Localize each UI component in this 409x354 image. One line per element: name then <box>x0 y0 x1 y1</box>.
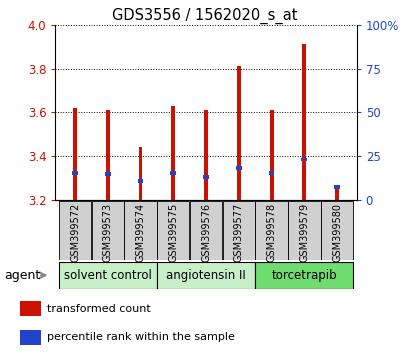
Bar <box>124 201 156 260</box>
Bar <box>20 301 41 316</box>
Text: GDS3556 / 1562020_s_at: GDS3556 / 1562020_s_at <box>112 8 297 24</box>
Bar <box>254 262 353 289</box>
Bar <box>157 262 254 289</box>
Text: GSM399572: GSM399572 <box>70 202 80 262</box>
Bar <box>334 189 338 200</box>
Bar <box>20 330 41 345</box>
Bar <box>91 201 124 260</box>
Text: GSM399574: GSM399574 <box>135 202 145 262</box>
Text: GSM399573: GSM399573 <box>103 202 112 262</box>
Text: GSM399579: GSM399579 <box>299 202 308 262</box>
Bar <box>288 201 320 260</box>
Text: angiotensin II: angiotensin II <box>166 269 245 282</box>
Text: agent: agent <box>4 269 40 282</box>
Bar <box>171 106 175 200</box>
Bar <box>170 171 176 175</box>
Bar <box>222 201 254 260</box>
Bar <box>189 201 222 260</box>
Bar <box>269 110 273 200</box>
Text: GSM399576: GSM399576 <box>200 202 211 262</box>
Text: torcetrapib: torcetrapib <box>271 269 336 282</box>
Bar <box>58 262 157 289</box>
Bar <box>236 67 240 200</box>
Bar <box>72 171 78 175</box>
Bar <box>137 179 143 183</box>
Text: percentile rank within the sample: percentile rank within the sample <box>47 332 234 342</box>
Bar <box>301 158 306 161</box>
Bar <box>105 172 110 176</box>
Bar <box>320 201 353 260</box>
Text: GSM399578: GSM399578 <box>266 202 276 262</box>
Bar <box>204 110 207 200</box>
Bar <box>268 171 274 175</box>
Bar <box>235 166 241 170</box>
Bar <box>255 201 287 260</box>
Text: GSM399575: GSM399575 <box>168 202 178 262</box>
Bar <box>58 201 91 260</box>
Bar <box>202 175 209 179</box>
Bar <box>138 147 142 200</box>
Text: transformed count: transformed count <box>47 304 151 314</box>
Bar <box>301 45 306 200</box>
Text: solvent control: solvent control <box>64 269 151 282</box>
Bar <box>73 108 77 200</box>
Text: GSM399580: GSM399580 <box>331 202 341 262</box>
Text: GSM399577: GSM399577 <box>233 202 243 262</box>
Bar <box>157 201 189 260</box>
Bar <box>106 110 110 200</box>
Bar <box>333 185 339 189</box>
